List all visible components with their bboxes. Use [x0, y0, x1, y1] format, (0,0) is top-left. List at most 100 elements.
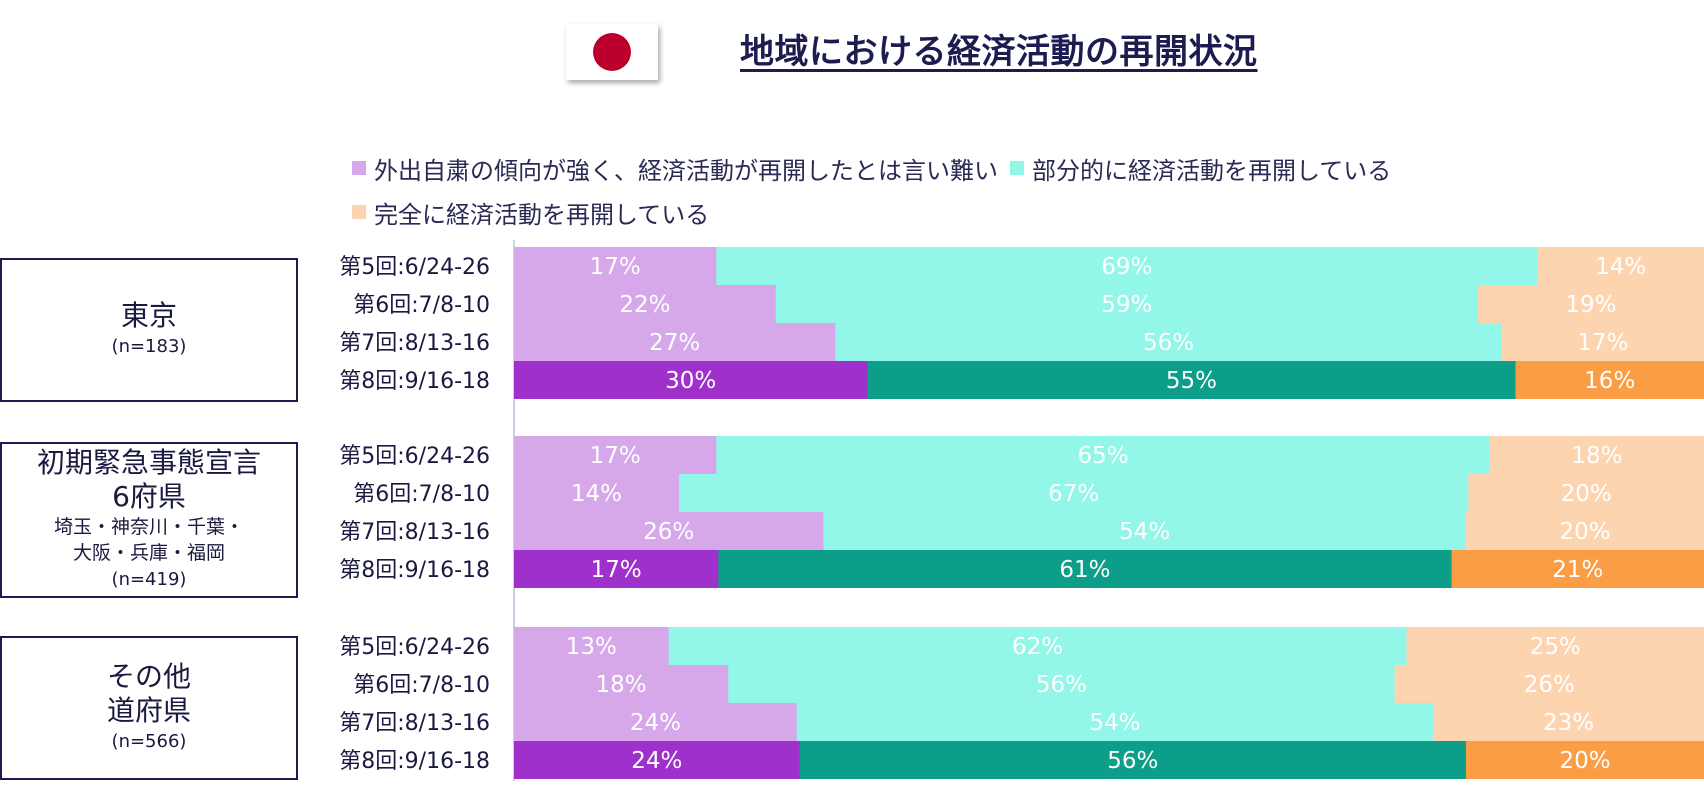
data-label: 19% [1565, 292, 1616, 318]
group-name-others-line2: 道府県 [106, 694, 191, 727]
category-tick-label: 第6回:7/8-10 [353, 293, 490, 318]
data-label: 20% [1559, 519, 1610, 545]
group-name-emergency-line2: 6府県 [112, 480, 186, 513]
legend: 外出自粛の傾向が強く、経済活動が再開したとは言い難い 部分的に経済活動を再開して… [352, 146, 1502, 234]
bar-segment [1466, 512, 1704, 550]
category-tick-label: 第8回:9/16-18 [339, 749, 490, 774]
bar-segment [775, 285, 1479, 323]
bar-segment [1477, 285, 1704, 323]
bar-segment [796, 703, 1434, 741]
category-tick-label: 第7回:8/13-16 [339, 520, 490, 545]
group-prefectures-line2: 大阪・兵庫・福岡 [72, 542, 225, 564]
legend-item-partial: 部分的に経済活動を再開している [1010, 151, 1391, 186]
data-label: 54% [1119, 519, 1170, 545]
bar-segment [514, 285, 777, 323]
bar-segment [799, 741, 1467, 779]
category-tick-label: 第5回:6/24-26 [339, 444, 490, 469]
bar-segment [1451, 550, 1704, 588]
group-name-tokyo: 東京 [120, 299, 177, 332]
data-label: 16% [1584, 368, 1635, 394]
bar-segment [1501, 323, 1704, 361]
data-label: 14% [1595, 254, 1646, 280]
bar-segment [1515, 361, 1704, 399]
data-label: 56% [1143, 330, 1194, 356]
bar-segment [1537, 247, 1704, 285]
bar-segment [716, 247, 1538, 285]
data-label: 27% [649, 330, 700, 356]
data-label: 24% [631, 748, 682, 774]
bar-segment [514, 361, 868, 399]
data-label: 26% [643, 519, 694, 545]
group-name-others-line1: その他 [106, 660, 191, 693]
data-label: 61% [1059, 557, 1110, 583]
group-box-others: その他 道府県 (n=566) [0, 636, 298, 780]
legend-label-full: 完全に経済活動を再開している [374, 200, 710, 229]
category-tick-label: 第8回:9/16-18 [339, 558, 490, 583]
bar-segment [867, 361, 1516, 399]
legend-label-partial: 部分的に経済活動を再開している [1032, 156, 1392, 185]
data-label: 69% [1101, 254, 1152, 280]
bar-segment [514, 474, 680, 512]
data-label: 59% [1101, 292, 1152, 318]
data-label: 65% [1077, 443, 1128, 469]
category-tick-label: 第6回:7/8-10 [353, 673, 490, 698]
category-tick-label: 第5回:6/24-26 [339, 255, 490, 280]
category-tick-label: 第8回:9/16-18 [339, 369, 490, 394]
bar-segment [514, 436, 717, 474]
group-box-tokyo: 東京 (n=183) [0, 258, 298, 402]
data-label: 24% [630, 710, 681, 736]
group-n-tokyo: (n=183) [111, 336, 187, 357]
bar-segment [668, 627, 1407, 665]
bar-segment [718, 550, 1453, 588]
data-label: 17% [590, 254, 641, 280]
bar-segment [514, 550, 719, 588]
data-label: 56% [1036, 672, 1087, 698]
bar-segment [1394, 665, 1704, 703]
legend-item-not-resumed: 外出自粛の傾向が強く、経済活動が再開したとは言い難い [352, 151, 998, 186]
data-label: 18% [1571, 443, 1622, 469]
group-n-others: (n=566) [111, 731, 187, 752]
data-label: 25% [1530, 634, 1581, 660]
data-label: 54% [1089, 710, 1140, 736]
bar-segment [728, 665, 1396, 703]
bar-segment [1489, 436, 1704, 474]
japan-flag-icon [566, 24, 658, 80]
bar-segment [514, 703, 798, 741]
chart-title: 地域における経済活動の再開状況 [740, 32, 1258, 72]
category-tick-label: 第7回:8/13-16 [339, 331, 490, 356]
bar-segment [514, 741, 801, 779]
bar-segment [1433, 703, 1704, 741]
bar-segment [1468, 474, 1704, 512]
bar-segment [716, 436, 1491, 474]
group-name-emergency-line1: 初期緊急事態宣言 [36, 446, 261, 479]
data-label: 56% [1107, 748, 1158, 774]
category-tick-label: 第5回:6/24-26 [339, 635, 490, 660]
bar-segment [514, 247, 717, 285]
data-label: 30% [665, 368, 716, 394]
data-label: 20% [1559, 748, 1610, 774]
group-prefectures-line1: 埼玉・神奈川・千葉・ [53, 516, 244, 538]
bar-segment [1406, 627, 1704, 665]
category-tick-label: 第6回:7/8-10 [353, 482, 490, 507]
group-n-emergency: (n=419) [111, 569, 187, 590]
data-label: 18% [596, 672, 647, 698]
data-label: 26% [1524, 672, 1575, 698]
legend-label-not-resumed: 外出自粛の傾向が強く、経済活動が再開したとは言い難い [374, 156, 998, 185]
data-label: 14% [571, 481, 622, 507]
data-label: 20% [1561, 481, 1612, 507]
bar-segment [514, 512, 824, 550]
data-label: 21% [1552, 557, 1603, 583]
bar-segment [514, 323, 836, 361]
data-label: 17% [591, 557, 642, 583]
data-label: 67% [1048, 481, 1099, 507]
legend-swatch-not-resumed [352, 161, 366, 175]
data-label: 13% [566, 634, 617, 660]
legend-item-full: 完全に経済活動を再開している [352, 195, 709, 230]
bar-segment [1466, 741, 1704, 779]
data-label: 22% [619, 292, 670, 318]
data-label: 55% [1166, 368, 1217, 394]
group-box-emergency-6: 初期緊急事態宣言 6府県 埼玉・神奈川・千葉・ 大阪・兵庫・福岡 (n=419) [0, 442, 298, 598]
bar-segment [514, 627, 670, 665]
data-label: 23% [1543, 710, 1594, 736]
